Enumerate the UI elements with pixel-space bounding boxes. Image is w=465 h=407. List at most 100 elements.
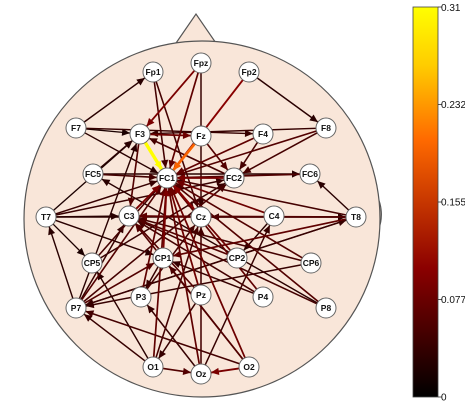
electrode-marker bbox=[252, 286, 274, 308]
connection-arrowhead bbox=[135, 223, 144, 233]
electrode-CP6: CP6 bbox=[300, 252, 322, 274]
connection-arrowhead bbox=[215, 178, 225, 186]
connection-arrowhead bbox=[239, 160, 247, 170]
colorbar-tick: 0 bbox=[438, 393, 447, 404]
connection-Pz-O1 bbox=[157, 302, 197, 360]
colorbar-tick-label: 0.077 bbox=[441, 295, 465, 306]
connection-line bbox=[84, 132, 159, 174]
connection-arrowhead bbox=[127, 197, 135, 207]
connection-O2-Oz bbox=[209, 367, 241, 375]
connection-arrowhead bbox=[116, 224, 125, 234]
electrode-T7: T7 bbox=[35, 206, 57, 228]
electrode-label: Oz bbox=[196, 369, 207, 379]
electrode-C4: C4 bbox=[263, 205, 285, 227]
electrode-marker bbox=[252, 123, 274, 145]
electrode-label: F8 bbox=[321, 123, 331, 133]
connection-C3-FC1 bbox=[135, 184, 161, 210]
connection-line bbox=[129, 143, 140, 207]
connection-line bbox=[152, 187, 168, 358]
electrode-FC1: FC1 bbox=[156, 167, 178, 189]
electrode-label: CP5 bbox=[84, 258, 101, 268]
connection-line bbox=[155, 225, 199, 359]
connection-arrowhead bbox=[123, 140, 133, 149]
connection-line bbox=[80, 223, 125, 301]
connection-Fpz-F3 bbox=[145, 69, 196, 128]
connection-line bbox=[85, 127, 254, 135]
electrode-F4: F4 bbox=[252, 123, 274, 145]
connection-arrowhead bbox=[197, 227, 205, 235]
electrode-F3: F3 bbox=[129, 123, 151, 145]
connection-line bbox=[148, 137, 226, 175]
electrode-label: C4 bbox=[269, 211, 280, 221]
electrode-label: Fz bbox=[196, 131, 205, 141]
connection-O2-C3 bbox=[134, 223, 244, 360]
connection-FC2-F3 bbox=[148, 137, 226, 175]
electrode-marker bbox=[118, 205, 140, 227]
connection-line bbox=[142, 186, 166, 289]
connection-arrowhead bbox=[83, 314, 93, 322]
connection-P4-CP1 bbox=[171, 260, 255, 295]
connection-arrowhead bbox=[176, 180, 186, 188]
electrode-CP1: CP1 bbox=[152, 247, 174, 269]
electrode-marker bbox=[65, 297, 87, 319]
connection-T8-FC6 bbox=[316, 180, 350, 211]
connection-line bbox=[145, 69, 196, 128]
colorbar-tick: 0.077 bbox=[438, 295, 465, 306]
connection-T7-FC1 bbox=[54, 180, 159, 215]
colorbar-tick: 0.155 bbox=[438, 198, 465, 209]
electrode-marker bbox=[223, 167, 245, 189]
connection-line bbox=[204, 224, 271, 366]
colorbar-tick-label: 0 bbox=[441, 393, 447, 404]
electrode-marker bbox=[263, 205, 285, 227]
connection-arrowhead bbox=[210, 367, 220, 375]
connection-line bbox=[149, 127, 317, 135]
electrode-label: F4 bbox=[258, 129, 268, 139]
electrode-CP5: CP5 bbox=[81, 252, 103, 274]
connection-Oz-P3 bbox=[146, 304, 196, 367]
electrode-label: Fpz bbox=[194, 58, 209, 68]
connection-arrowhead bbox=[85, 310, 95, 318]
connection-line bbox=[171, 260, 255, 295]
connection-line bbox=[167, 187, 201, 365]
electrode-P7: P7 bbox=[65, 297, 87, 319]
electrode-Fp1: Fp1 bbox=[142, 61, 164, 83]
connection-F7-F4 bbox=[85, 127, 254, 138]
connection-line bbox=[146, 304, 196, 367]
connection-CP2-C3 bbox=[137, 218, 229, 256]
connection-line bbox=[176, 179, 347, 216]
electrode-label: FC2 bbox=[226, 173, 242, 183]
electrode-label: FC1 bbox=[159, 173, 175, 183]
electrode-marker bbox=[129, 123, 151, 145]
electrode-label: C3 bbox=[124, 211, 135, 221]
connection-arrowhead bbox=[148, 180, 158, 187]
electrode-Fpz: Fpz bbox=[190, 52, 212, 74]
connection-T7-FC2 bbox=[55, 178, 225, 216]
connection-arrowhead bbox=[182, 367, 192, 375]
electrode-marker bbox=[300, 252, 322, 274]
connection-arrowhead bbox=[162, 187, 170, 197]
connection-line bbox=[134, 223, 244, 360]
colorbar: 0.31 0.232 0.155 0.077 0 bbox=[412, 3, 465, 404]
connection-arrowhead bbox=[170, 187, 178, 196]
connection-T7-CP5 bbox=[52, 223, 86, 257]
connection-line bbox=[80, 185, 163, 301]
electrode-label: CP6 bbox=[303, 258, 320, 268]
electrode-label: Cz bbox=[196, 212, 206, 222]
connection-arrowhead bbox=[148, 173, 158, 181]
connection-line bbox=[84, 310, 241, 365]
connection-line bbox=[84, 219, 348, 306]
connection-P7-T7 bbox=[48, 225, 74, 300]
electrode-marker bbox=[152, 247, 174, 269]
electrode-marker bbox=[345, 206, 367, 228]
electrode-label: T8 bbox=[351, 212, 361, 222]
connection-arrowhead bbox=[97, 271, 105, 281]
connection-arrowhead bbox=[173, 161, 182, 171]
connection-FC5-FC1 bbox=[102, 173, 158, 181]
connection-line bbox=[83, 77, 146, 123]
connection-line bbox=[96, 270, 149, 360]
connection-arrowhead bbox=[110, 212, 120, 220]
electrode-FC5: FC5 bbox=[82, 163, 104, 185]
electrode-marker bbox=[315, 297, 337, 319]
electrode-FC2: FC2 bbox=[223, 167, 245, 189]
connection-arrowhead bbox=[220, 161, 228, 171]
